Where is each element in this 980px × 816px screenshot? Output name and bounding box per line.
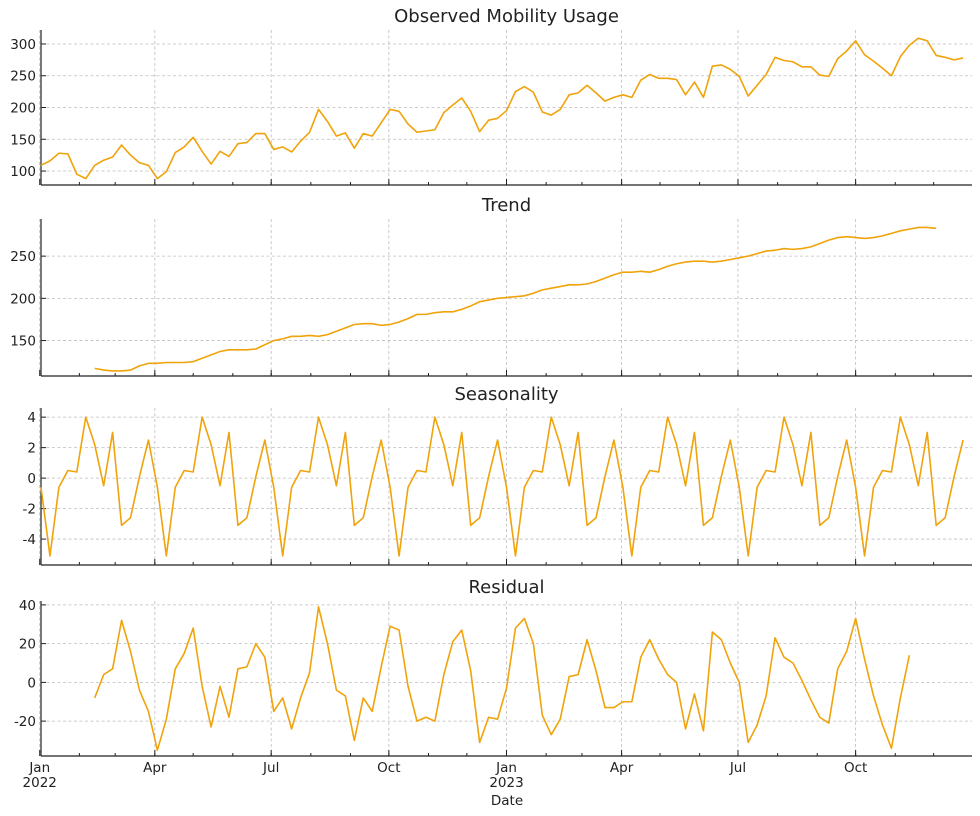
series-line [40, 416, 964, 557]
x-tick-label: Jul [262, 760, 279, 776]
x-tick-label: Apr [143, 760, 167, 776]
panel-seasonality: Seasonality -4 -2 0 2 4 [23, 384, 972, 566]
x-tick-label: Jul [729, 760, 746, 776]
panel-trend: Trend 150 200 250 [10, 195, 972, 377]
y-tick-label: 250 [10, 249, 36, 265]
y-tick-label: 100 [10, 164, 36, 180]
y-tick-label: 150 [10, 132, 36, 148]
y-tick-label: 4 [27, 410, 36, 426]
y-tick-label: 0 [27, 471, 36, 487]
y-tick-label: 150 [10, 334, 36, 350]
panel-title: Trend [481, 195, 531, 216]
y-tick-label: 2 [27, 441, 36, 457]
panel-title: Observed Mobility Usage [394, 6, 619, 27]
x-tick-label: Jan [495, 760, 517, 776]
y-tick-label: -2 [23, 502, 36, 518]
y-tick-label: 20 [19, 637, 36, 653]
x-tick-year-label: 2022 [23, 775, 57, 791]
panel-residual: Residual -20 0 20 40 [14, 577, 972, 757]
y-tick-label: 200 [10, 291, 36, 307]
panel-title: Seasonality [454, 384, 558, 405]
y-tick-label: 250 [10, 69, 36, 85]
series-line [40, 37, 964, 180]
y-tick-label: -4 [23, 532, 36, 548]
y-tick-label: 0 [27, 675, 36, 691]
y-tick-label: 200 [10, 101, 36, 117]
x-tick-label: Apr [610, 760, 634, 776]
series-line [94, 226, 937, 372]
x-tick-label: Oct [377, 760, 400, 776]
x-axis-title: Date [491, 793, 523, 809]
panel-observed-mobility-usage: Observed Mobility Usage 100 150 200 250 300 [10, 6, 972, 186]
series-line [93, 606, 911, 751]
x-tick-label: Jan [28, 760, 50, 776]
y-tick-label: 300 [10, 37, 36, 53]
y-tick-label: 40 [19, 598, 36, 614]
x-tick-label: Oct [844, 760, 867, 776]
panel-title: Residual [468, 577, 544, 598]
x-tick-year-label: 2023 [489, 775, 523, 791]
y-tick-label: -20 [14, 714, 36, 730]
